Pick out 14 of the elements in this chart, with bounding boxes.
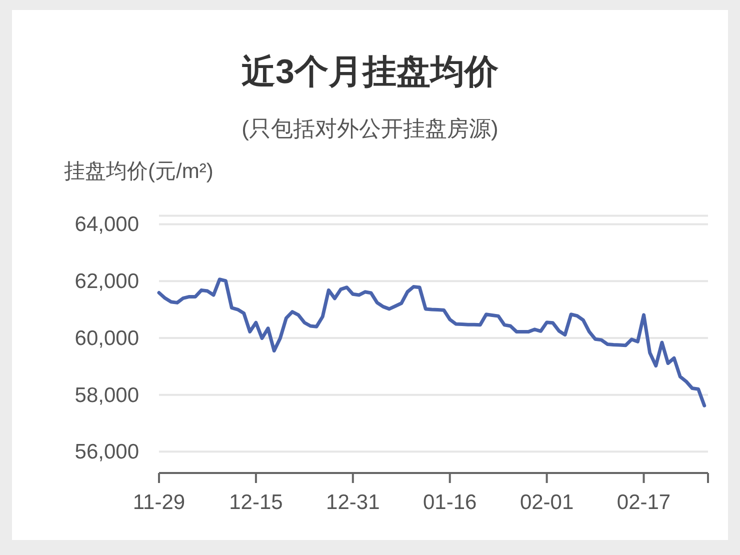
x-tick-label: 12-15 bbox=[229, 491, 283, 514]
y-axis-title: 挂盘均价(元/m²) bbox=[64, 160, 214, 183]
y-tick-label: 62,000 bbox=[74, 270, 139, 294]
x-tick-label: 11-29 bbox=[132, 491, 186, 514]
x-tick-label: 02-01 bbox=[520, 491, 574, 514]
y-tick-label: 64,000 bbox=[74, 213, 139, 236]
x-tick-label: 01-16 bbox=[423, 491, 477, 514]
chart-title: 近3个月挂盘均价 bbox=[242, 53, 500, 91]
chart-subtitle: (只包括对外公开挂盘房源) bbox=[242, 116, 498, 141]
y-tick-label: 56,000 bbox=[74, 440, 139, 464]
x-tick-label: 12-31 bbox=[326, 491, 380, 514]
y-tick-label: 60,000 bbox=[74, 326, 139, 350]
x-tick-label: 02-17 bbox=[616, 491, 671, 514]
y-tick-label: 58,000 bbox=[74, 384, 139, 407]
